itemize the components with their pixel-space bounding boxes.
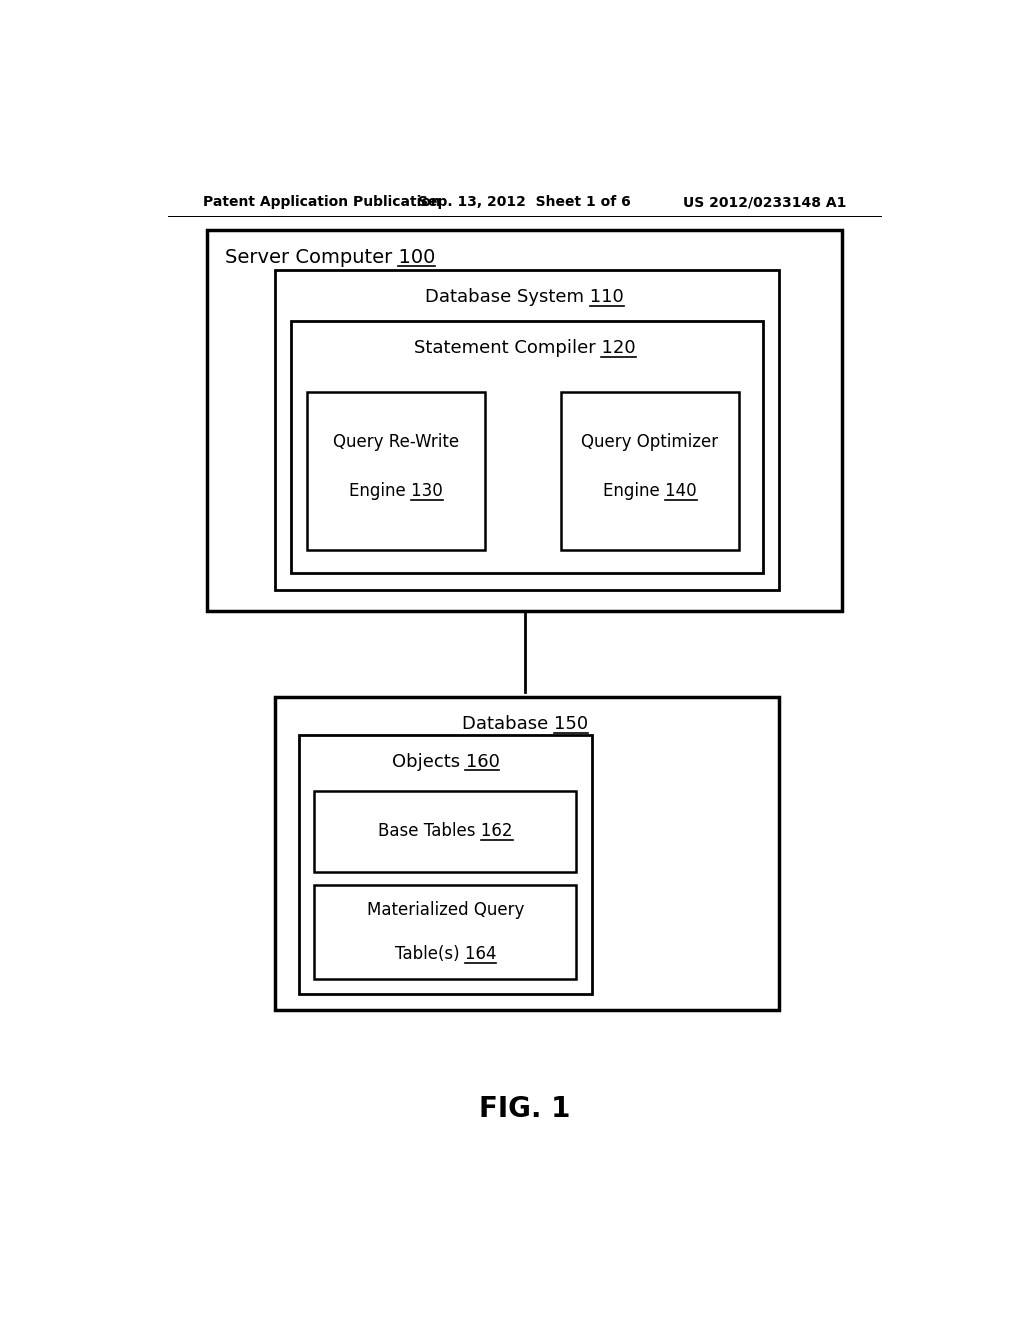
Bar [314,886,577,978]
Bar [306,392,485,549]
Bar [560,392,739,549]
Bar [207,230,843,611]
Text: Server Computer 100: Server Computer 100 [225,248,435,267]
Bar [314,791,577,873]
Text: Table(s) 164: Table(s) 164 [394,945,497,964]
Text: Materialized Query: Materialized Query [367,900,524,919]
Bar [274,697,779,1010]
Text: Statement Compiler 120: Statement Compiler 120 [414,339,636,358]
Text: Database System 110: Database System 110 [425,289,625,306]
Bar [168,216,882,218]
Text: Engine 130: Engine 130 [349,482,442,500]
Text: Sep. 13, 2012  Sheet 1 of 6: Sep. 13, 2012 Sheet 1 of 6 [419,195,631,209]
Text: Base Tables 162: Base Tables 162 [378,822,513,841]
Text: Engine 140: Engine 140 [603,482,696,500]
Text: US 2012/0233148 A1: US 2012/0233148 A1 [683,195,846,209]
Bar [274,271,779,590]
Bar [291,321,763,573]
Bar [299,735,592,994]
Text: Objects 160: Objects 160 [391,752,500,771]
Text: Query Optimizer: Query Optimizer [582,433,719,451]
Text: Database 150: Database 150 [462,715,588,734]
Text: Query Re-Write: Query Re-Write [333,433,459,451]
Text: FIG. 1: FIG. 1 [479,1094,570,1123]
Text: Patent Application Publication: Patent Application Publication [204,195,441,209]
